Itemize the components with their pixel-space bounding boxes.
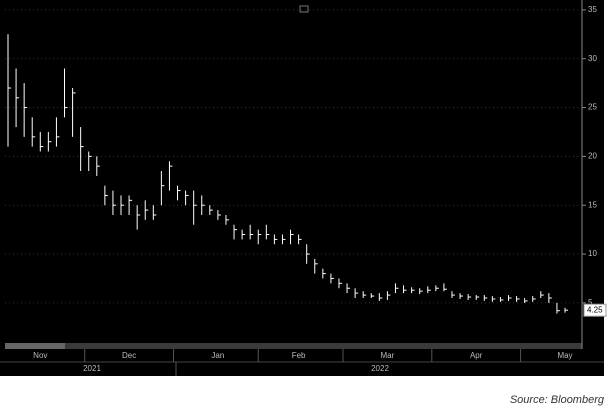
chart-background	[0, 0, 604, 376]
x-tick-label: Jan	[211, 351, 224, 360]
last-value-tag	[583, 303, 607, 317]
source: Source: Bloomberg	[510, 394, 605, 406]
x-group-label: 2022	[371, 364, 389, 373]
y-tick-label: 15	[588, 200, 597, 209]
last-value-label: 4.25	[587, 305, 603, 314]
y-tick-label: 35	[588, 5, 597, 14]
x-tick-label: Feb	[292, 351, 306, 360]
scroll-thumb	[5, 343, 65, 349]
x-tick-label: Nov	[33, 351, 47, 360]
y-tick-label: 10	[588, 249, 597, 258]
y-tick-label: 20	[588, 151, 597, 160]
y-tick-label: 30	[588, 54, 597, 63]
x-tick-label: Apr	[470, 351, 483, 360]
scrollbar	[5, 343, 582, 349]
x-tick-label: May	[557, 351, 572, 360]
x-tick-label: Dec	[122, 351, 136, 360]
x-group-label: 2021	[83, 364, 101, 373]
x-tick-label: Mar	[381, 351, 395, 360]
y-tick-label: 5	[588, 298, 593, 307]
y-tick-label: 25	[588, 103, 597, 112]
chart-icon	[299, 5, 309, 13]
